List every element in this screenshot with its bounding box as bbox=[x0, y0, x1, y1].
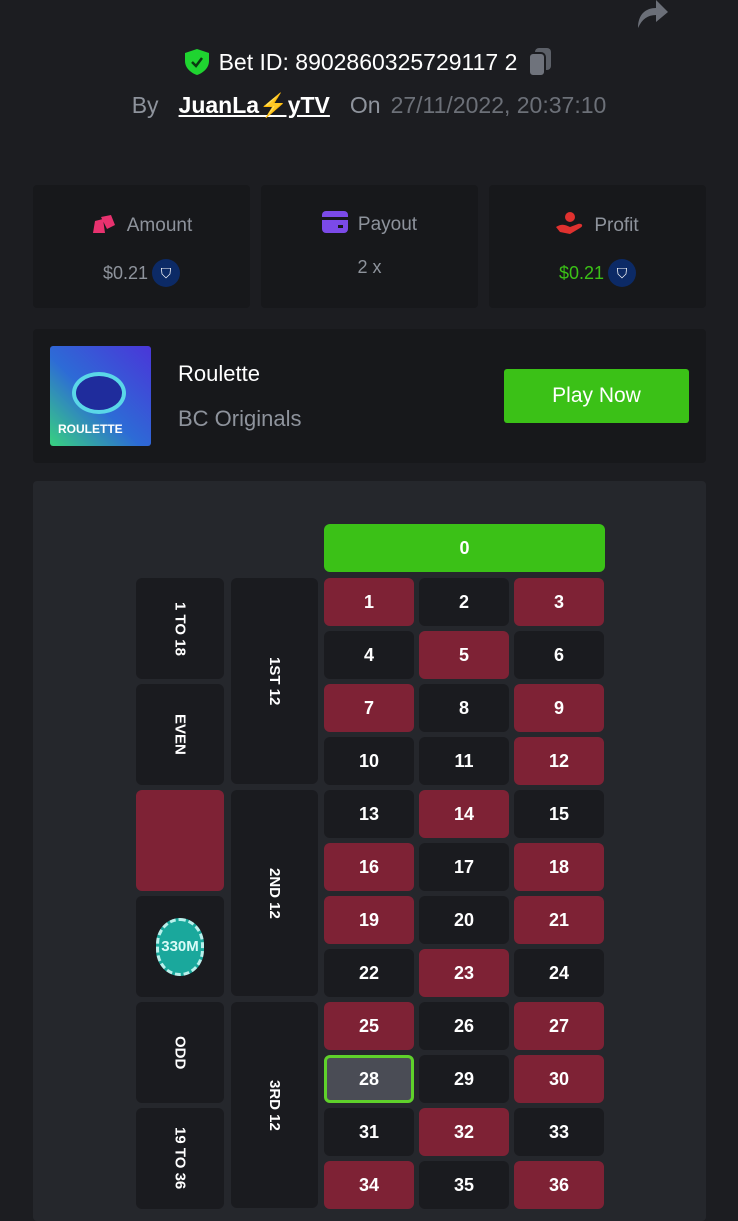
bet-id-row: Bet ID: 8902860325729117 2 bbox=[0, 48, 738, 76]
stat-value: $0.21 bbox=[102, 262, 149, 283]
bet-dozen-2[interactable]: 2ND 12 bbox=[231, 790, 318, 996]
number-cell-16[interactable]: 16 bbox=[324, 843, 414, 891]
stat-label: Profit bbox=[594, 215, 639, 236]
roulette-wheel-icon bbox=[72, 372, 126, 414]
number-cell-26[interactable]: 26 bbox=[419, 1002, 509, 1050]
number-cell-18[interactable]: 18 bbox=[514, 843, 604, 891]
number-cell-6[interactable]: 6 bbox=[514, 631, 604, 679]
game-thumbnail[interactable]: ROULETTE bbox=[50, 346, 151, 446]
number-cell-30[interactable]: 30 bbox=[514, 1055, 604, 1103]
profit-hand-icon bbox=[556, 211, 584, 241]
stat-payout: Payout 2 x bbox=[261, 185, 478, 308]
bet-label: ODD bbox=[171, 1035, 189, 1070]
stat-value: 2 x bbox=[357, 257, 382, 277]
number-cell-36[interactable]: 36 bbox=[514, 1161, 604, 1209]
bet-black[interactable]: 330M bbox=[136, 896, 224, 997]
share-icon bbox=[638, 0, 668, 28]
number-cell-19[interactable]: 19 bbox=[324, 896, 414, 944]
number-cell-9[interactable]: 9 bbox=[514, 684, 604, 732]
number-cell-31[interactable]: 31 bbox=[324, 1108, 414, 1156]
number-cell-13[interactable]: 13 bbox=[324, 790, 414, 838]
number-cell-1[interactable]: 1 bbox=[324, 578, 414, 626]
game-name: Roulette bbox=[178, 361, 260, 386]
number-cell-3[interactable]: 3 bbox=[514, 578, 604, 626]
number-cell-22[interactable]: 22 bbox=[324, 949, 414, 997]
game-provider: BC Originals bbox=[178, 406, 302, 431]
bet-odd[interactable]: ODD bbox=[136, 1002, 224, 1103]
stat-label: Amount bbox=[126, 215, 193, 236]
number-cell-32[interactable]: 32 bbox=[419, 1108, 509, 1156]
bet-dozen-3[interactable]: 3RD 12 bbox=[231, 1002, 318, 1208]
payout-card-icon bbox=[321, 211, 348, 239]
bet-byline: By JuanLa⚡yTV On 27/11/2022, 20:37:10 bbox=[0, 92, 738, 119]
share-button[interactable] bbox=[634, 0, 670, 28]
number-cell-23[interactable]: 23 bbox=[419, 949, 509, 997]
user-link[interactable]: JuanLa⚡yTV bbox=[178, 92, 330, 118]
stat-label: Payout bbox=[357, 214, 418, 235]
number-cell-27[interactable]: 27 bbox=[514, 1002, 604, 1050]
crypto-coin-icon: ⛉ bbox=[152, 259, 181, 287]
bet-1-to-18[interactable]: 1 TO 18 bbox=[136, 578, 224, 679]
number-cell-17[interactable]: 17 bbox=[419, 843, 509, 891]
stat-profit: Profit $0.21 ⛉ bbox=[489, 185, 706, 308]
roulette-board: 0 1 2 3 4 5 6 7 8 9 10 11 12 13 14 15 16 17 18 19 20 21 22 23 24… bbox=[33, 481, 706, 1221]
crypto-coin-icon: ⛉ bbox=[608, 259, 637, 287]
number-cell-10[interactable]: 10 bbox=[324, 737, 414, 785]
number-cell-20[interactable]: 20 bbox=[419, 896, 509, 944]
bet-dozen-1[interactable]: 1ST 12 bbox=[231, 578, 318, 784]
number-cell-15[interactable]: 15 bbox=[514, 790, 604, 838]
bet-label: EVEN bbox=[171, 714, 189, 755]
number-cell-12[interactable]: 12 bbox=[514, 737, 604, 785]
number-cell-34[interactable]: 34 bbox=[324, 1161, 414, 1209]
bet-label: 19 TO 36 bbox=[171, 1127, 189, 1190]
stat-value: $0.21 bbox=[558, 262, 605, 283]
number-cell-2[interactable]: 2 bbox=[419, 578, 509, 626]
chip-stack-icon: 330M bbox=[156, 917, 204, 976]
bet-red[interactable] bbox=[136, 790, 224, 891]
by-label: By bbox=[131, 92, 159, 118]
verified-shield-icon bbox=[184, 49, 209, 75]
bet-label: 1 TO 18 bbox=[171, 601, 189, 656]
amount-icon bbox=[91, 211, 117, 241]
number-cell-5[interactable]: 5 bbox=[419, 631, 509, 679]
on-label: On bbox=[349, 92, 381, 118]
bet-date: 27/11/2022, 20:37:10 bbox=[390, 92, 607, 118]
number-cell-11[interactable]: 11 bbox=[419, 737, 509, 785]
copy-icon[interactable] bbox=[527, 48, 553, 76]
number-cell-24[interactable]: 24 bbox=[514, 949, 604, 997]
bet-even[interactable]: EVEN bbox=[136, 684, 224, 785]
dozen-label: 3RD 12 bbox=[266, 1079, 283, 1131]
number-cell-14[interactable]: 14 bbox=[419, 790, 509, 838]
thumbnail-text: ROULETTE bbox=[58, 422, 123, 436]
number-cell-7[interactable]: 7 bbox=[324, 684, 414, 732]
number-cell-8[interactable]: 8 bbox=[419, 684, 509, 732]
dozen-label: 1ST 12 bbox=[266, 656, 283, 706]
bet-id: Bet ID: 8902860325729117 2 bbox=[218, 48, 518, 75]
play-now-button[interactable]: Play Now bbox=[504, 369, 689, 423]
game-card: ROULETTE Roulette BC Originals Play Now bbox=[33, 329, 706, 463]
number-cell-28[interactable]: 28 bbox=[324, 1055, 414, 1103]
number-cell-0[interactable]: 0 bbox=[324, 524, 605, 572]
number-cell-35[interactable]: 35 bbox=[419, 1161, 509, 1209]
number-cell-4[interactable]: 4 bbox=[324, 631, 414, 679]
number-cell-25[interactable]: 25 bbox=[324, 1002, 414, 1050]
number-cell-29[interactable]: 29 bbox=[419, 1055, 509, 1103]
stat-amount: Amount $0.21 ⛉ bbox=[33, 185, 250, 308]
number-cell-21[interactable]: 21 bbox=[514, 896, 604, 944]
dozen-label: 2ND 12 bbox=[266, 867, 283, 919]
number-cell-33[interactable]: 33 bbox=[514, 1108, 604, 1156]
bet-19-to-36[interactable]: 19 TO 36 bbox=[136, 1108, 224, 1209]
